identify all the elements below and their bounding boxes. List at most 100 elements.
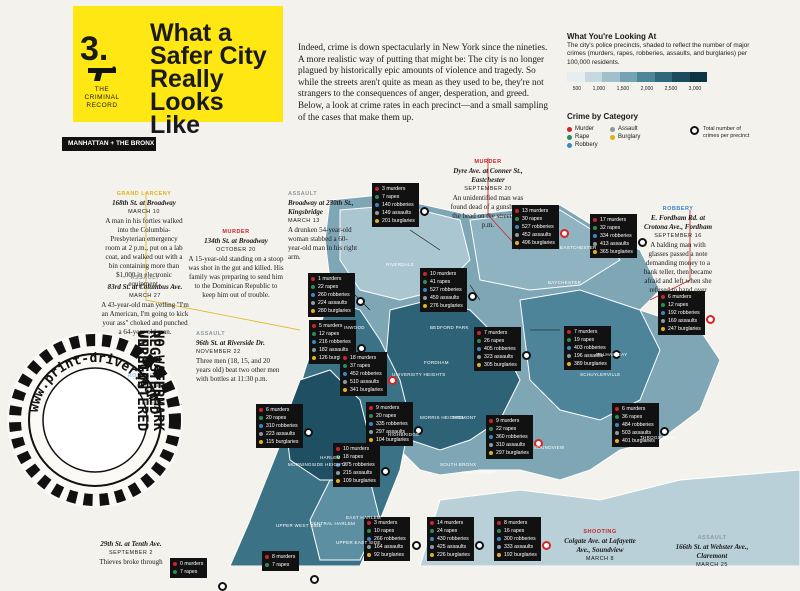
scale-swatch [567, 72, 585, 82]
neighborhood-label: INWOOD [344, 325, 365, 330]
precinct-marker-icon [468, 292, 477, 301]
precinct-stat-box: 17 murders 32 rapes 334 robberies 413 assau… [590, 214, 637, 258]
category-assault: Assault [610, 126, 638, 132]
stat-value: 104 burglaries [376, 437, 409, 443]
stat-value: 12 rapes [668, 302, 689, 308]
note-location: Colgate Ave. at Lafayette Ave., Soundvie… [564, 537, 636, 554]
stat-dot-icon [497, 553, 501, 557]
stat-value: 452 robberies [350, 371, 382, 377]
precinct-marker-icon [560, 229, 569, 238]
category-burglary: Burglary [610, 134, 640, 140]
neighborhood-label: EAST HARLEM [346, 515, 381, 520]
section-label: THE CRIMINAL RECORD [84, 86, 120, 109]
stat-dot-icon [477, 347, 481, 351]
stat-value: 115 burglaries [266, 439, 299, 445]
stat-dot-icon [515, 233, 519, 237]
note-location: Broadway at 230th St., Kingsbridge [288, 199, 354, 216]
region-banner: MANHATTAN + THE BRONX [62, 137, 156, 151]
stat-row: 12 rapes [661, 301, 701, 309]
stat-dot-icon [311, 293, 315, 297]
precinct-stat-box: 6 murders 12 rapes 192 robberies 169 assaul… [658, 291, 705, 335]
stat-dot-icon [367, 545, 371, 549]
stat-row: 484 robberies [615, 421, 655, 429]
stat-dot-icon [615, 407, 619, 411]
stat-dot-icon [367, 537, 371, 541]
category-dot-icon [610, 134, 615, 140]
stat-dot-icon [515, 241, 519, 245]
stat-row: 224 assaults [311, 299, 351, 307]
stat-row: 297 burglaries [489, 449, 529, 457]
stat-row: 20 rapes [259, 414, 299, 422]
stat-value: 297 assaults [376, 429, 406, 435]
stat-value: 20 rapes [376, 413, 397, 419]
stat-row: 10 murders [423, 270, 463, 278]
stat-dot-icon [367, 521, 371, 525]
precinct-stat-box: 5 murders 12 rapes 216 robberies 182 assaul… [309, 320, 356, 364]
stat-row: 201 burglaries [375, 217, 415, 225]
stat-dot-icon [312, 348, 316, 352]
note-text: A 15-year-old standing on a stoop was sh… [188, 255, 284, 299]
stat-dot-icon [430, 553, 434, 557]
stat-dot-icon [423, 280, 427, 284]
stat-row: 310 robberies [259, 422, 299, 430]
stat-dot-icon [489, 451, 493, 455]
stat-value: 7 rapes [272, 562, 290, 568]
stat-dot-icon [259, 408, 263, 412]
precinct-stat-box: 0 murders 7 rapes [170, 558, 208, 578]
stat-row: 7 rapes [265, 561, 295, 569]
stat-row: 323 assaults [477, 353, 517, 361]
stat-dot-icon [367, 529, 371, 533]
stat-value: 297 burglaries [496, 450, 529, 456]
stat-row: 192 burglaries [497, 551, 537, 559]
category-label: Assault [618, 126, 638, 132]
gun-icon [88, 66, 116, 81]
stat-dot-icon [343, 356, 347, 360]
stat-row: 92 burglaries [367, 551, 406, 559]
neighborhood-label: UPPER WEST SIDE [276, 523, 322, 528]
note-date: OCTOBER 20 [216, 247, 256, 253]
scale-tick: 500 [572, 86, 582, 92]
crime-note: GRAND LARCENY 168th St. at Broadway MARCH … [104, 190, 184, 289]
stat-value: 305 burglaries [484, 362, 517, 368]
stat-value: 484 robberies [622, 422, 654, 428]
stat-dot-icon [369, 422, 373, 426]
stat-dot-icon [375, 187, 379, 191]
stat-row: 275 robberies [336, 461, 376, 469]
precinct-marker-icon [542, 541, 551, 550]
stat-row: 22 rapes [489, 425, 529, 433]
category-dot-icon [567, 134, 572, 140]
stat-dot-icon [489, 419, 493, 423]
note-date: SEPTEMBER 2 [108, 550, 153, 556]
precinct-stat-box: 10 murders 18 rapes 275 robberies 215 assau… [333, 443, 380, 487]
crime-note: ROBBERY E. Fordham Rd. at Crotona Ave., F… [642, 205, 714, 304]
stat-row: 30 rapes [515, 215, 555, 223]
note-text: A drunken 54-year-old woman stabbed a 60… [288, 226, 358, 261]
stat-dot-icon [497, 521, 501, 525]
stat-dot-icon [477, 339, 481, 343]
category-dot-icon [567, 126, 572, 132]
legend-title: What You're Looking At [567, 32, 657, 41]
stat-dot-icon [336, 455, 340, 459]
crime-note: ASSAULT 96th St. at Riverside Dr. NOVEMBER… [196, 330, 286, 384]
precinct-marker-icon [475, 541, 484, 550]
stat-value: 7 murders [484, 330, 508, 336]
stat-dot-icon [515, 209, 519, 213]
stat-value: 3 murders [382, 186, 406, 192]
stat-value: 109 burglaries [343, 478, 376, 484]
neighborhood-label: RIVERDALE [386, 262, 415, 267]
stat-value: 20 rapes [266, 415, 287, 421]
stat-dot-icon [615, 439, 619, 443]
stat-dot-icon [489, 443, 493, 447]
precinct-marker-icon [356, 297, 365, 306]
neighborhood-label: SOUTH BRONX [440, 462, 477, 467]
stat-dot-icon [311, 309, 315, 313]
stat-dot-icon [593, 226, 597, 230]
precinct-stat-box: 3 murders 7 rapes 140 robberies 149 assault… [372, 183, 419, 227]
stat-dot-icon [567, 346, 571, 350]
stat-row: 24 rapes [430, 527, 470, 535]
precinct-marker-icon [522, 351, 531, 360]
stamp-gear-teeth [9, 334, 181, 506]
stat-dot-icon [423, 304, 427, 308]
stat-value: 300 robberies [504, 536, 536, 542]
precinct-marker-icon [420, 207, 429, 216]
